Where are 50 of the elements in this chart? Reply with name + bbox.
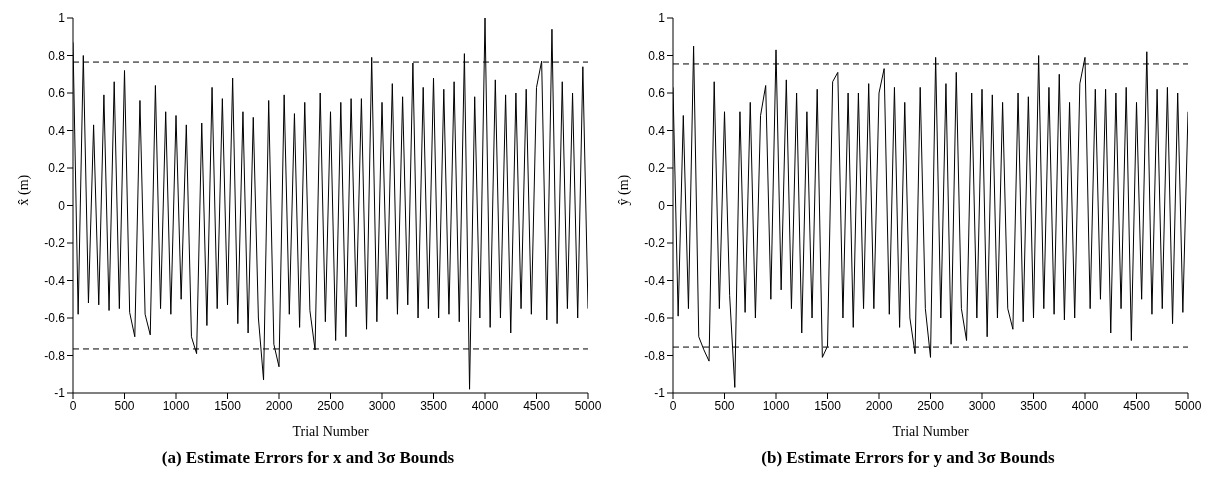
x-tick-label: 1000: [762, 398, 790, 413]
y-tick-label: -0.6: [644, 311, 666, 326]
x-tick-label: 1500: [814, 398, 842, 413]
y-tick-label: -0.4: [644, 273, 666, 288]
y-tick-label: 0: [58, 198, 66, 213]
x-tick-label: 2500: [317, 398, 345, 413]
x-tick-label: 4500: [1123, 398, 1151, 413]
y-tick-label: 0.6: [48, 86, 66, 101]
y-tick-label: 0.2: [648, 161, 666, 176]
y-tick-label: 0.8: [48, 48, 66, 63]
y-tick-label: 0: [658, 198, 666, 213]
y-tick-label: -0.2: [44, 236, 66, 251]
y-tick-label: -1: [54, 386, 66, 401]
x-tick-label: 2500: [917, 398, 945, 413]
y-tick-label: -0.2: [644, 236, 666, 251]
x-tick-label: 1000: [162, 398, 190, 413]
y-tick-label: -0.6: [44, 311, 66, 326]
y-tick-label: 0.6: [648, 86, 666, 101]
y-tick-label: 0.4: [648, 123, 666, 138]
y-tick-label: -0.8: [644, 348, 666, 363]
y-tick-label: 1: [658, 11, 666, 26]
x-tick-label: 500: [714, 398, 735, 413]
x-tick-label: 5000: [1174, 398, 1202, 413]
x-tick-label: 1500: [214, 398, 242, 413]
y-tick-label: 0.8: [648, 48, 666, 63]
y-tick-label: 0.4: [48, 123, 66, 138]
y-tick-label: -0.8: [44, 348, 66, 363]
y-axis-title: ŷ (m): [615, 174, 632, 206]
x-tick-label: 2000: [865, 398, 893, 413]
y-tick-label: -0.4: [44, 273, 66, 288]
y-tick-label: 0.2: [48, 161, 66, 176]
text: (a) Estimate Errors for x and 3σ Bounds: [160, 448, 456, 468]
x-tick-label: 4000: [471, 398, 499, 413]
x-tick-label: 5000: [574, 398, 602, 413]
x-tick-label: 0: [69, 398, 77, 413]
x-tick-label: 0: [669, 398, 677, 413]
x-axis-title: Trial Number: [292, 424, 369, 439]
text: (b) Estimate Errors for y and 3σ Bounds: [760, 448, 1056, 468]
x-tick-label: 3500: [420, 398, 448, 413]
y-tick-label: 1: [58, 11, 66, 26]
x-tick-label: 500: [114, 398, 135, 413]
x-tick-label: 4000: [1071, 398, 1099, 413]
x-tick-label: 3000: [968, 398, 996, 413]
x-tick-label: 3000: [368, 398, 396, 413]
x-tick-label: 4500: [523, 398, 551, 413]
y-tick-label: -1: [654, 386, 666, 401]
x-tick-label: 3500: [1020, 398, 1048, 413]
x-tick-label: 2000: [265, 398, 293, 413]
x-axis-title: Trial Number: [892, 424, 969, 439]
y-axis-title: x̂ (m): [15, 174, 32, 206]
